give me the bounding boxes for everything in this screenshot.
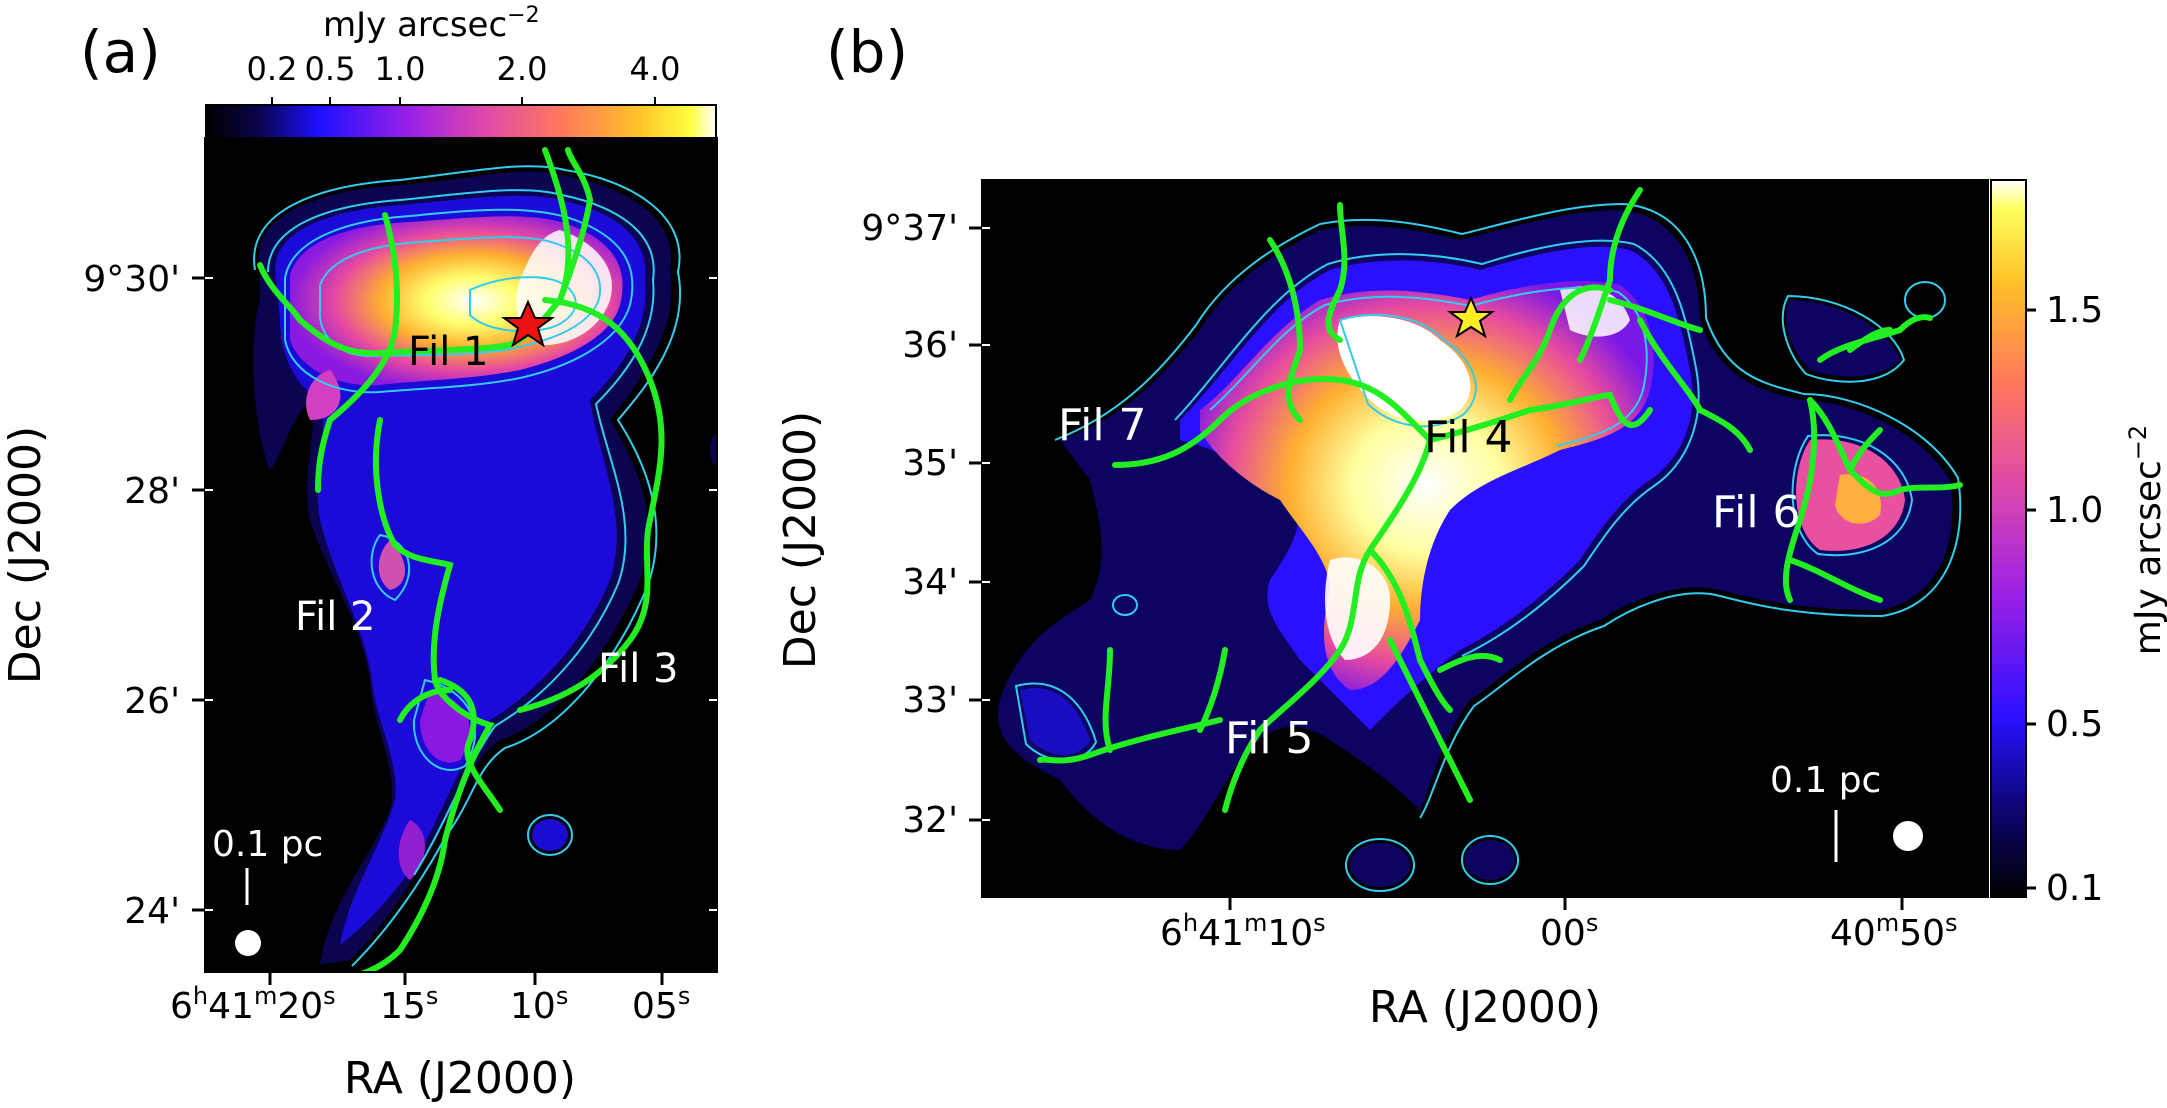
- panel-b-xtick: 40m50s: [1830, 909, 1958, 954]
- panel-a-cbar-tick: 4.0: [630, 50, 681, 88]
- panel-b-cbar-tick: 1.5: [2046, 290, 2103, 331]
- panel-a-label-fil3: Fil 3: [598, 646, 679, 692]
- panel-a-beam: [235, 930, 261, 956]
- panel-b-label-fil6: Fil 6: [1712, 487, 1801, 538]
- panel-a-cbar-tick: 2.0: [497, 50, 548, 88]
- panel-b-xlabel: RA (J2000): [1369, 982, 1601, 1033]
- panel-a-xtick: 6h41m20s: [170, 982, 336, 1027]
- panel-b-emission: [998, 210, 1953, 887]
- panel-b-ylabel: Dec (J2000): [775, 411, 826, 669]
- panel-a-colorbar: mJy arcsec−2 0.2 0.5 1.0 2.0 4.0: [205, 3, 717, 139]
- panel-b-scale-label: 0.1 pc: [1770, 760, 1881, 801]
- panel-a-xtick: 15s: [380, 982, 438, 1027]
- panel-b-colorbar-gradient: [1990, 179, 2027, 898]
- panel-b-xtick: 00s: [1540, 909, 1598, 954]
- panel-a-cbar-tick: 0.2: [247, 50, 298, 88]
- panel-a-label: (a): [80, 18, 161, 86]
- panel-a-colorbar-gradient: [205, 104, 717, 139]
- panel-b-ytick: 33': [902, 680, 958, 721]
- panel-a-xlabel: RA (J2000): [344, 1053, 576, 1104]
- panel-a-ytick: 24': [124, 891, 180, 932]
- panel-a: (a) mJy arcsec−2 0.2 0.5 1.0 2.0 4.0: [0, 3, 718, 1104]
- panel-b-colorbar: 1.5 1.0 0.5 0.1 mJy arcsec−2: [1990, 179, 2167, 909]
- panel-b-filaments: [1037, 187, 1963, 813]
- panel-b-beam: [1893, 821, 1923, 851]
- panel-b-ticks: [969, 226, 1904, 910]
- panel-a-label-fil2: Fil 2: [295, 594, 376, 640]
- panel-a-ytick: 28': [124, 471, 180, 512]
- panel-a-ytick: 9°30': [83, 259, 180, 300]
- panel-b-cbar-tick: 0.5: [2046, 704, 2103, 745]
- panel-b-xtick: 6h41m10s: [1160, 909, 1326, 954]
- panel-a-ylabel: Dec (J2000): [0, 426, 51, 684]
- panel-b-cbar-tick: 1.0: [2046, 490, 2103, 531]
- panel-b-ytick: 32': [902, 800, 958, 841]
- panel-a-star-marker: [500, 299, 556, 348]
- panel-a-contours: [253, 165, 682, 967]
- panel-b-frame: [981, 179, 1989, 898]
- panel-a-cbar-tick: 1.0: [375, 50, 426, 88]
- panel-b-colorbar-unit: mJy arcsec−2: [2124, 425, 2167, 655]
- panel-b-label: (b): [826, 18, 908, 86]
- panel-a-ytick: 26': [124, 681, 180, 722]
- panel-b-ytick: 35': [902, 443, 958, 484]
- panel-a-frame: [204, 137, 718, 973]
- panel-a-label-fil1: Fil 1: [408, 329, 489, 375]
- panel-b: (b): [775, 18, 2167, 1033]
- panel-b-ytick: 36': [902, 325, 958, 366]
- panel-a-colorbar-unit: mJy arcsec−2: [323, 3, 540, 45]
- panel-b-label-fil4: Fil 4: [1424, 412, 1513, 463]
- panel-b-cbar-tick: 0.1: [2046, 868, 2103, 909]
- panel-b-label-fil7: Fil 7: [1058, 400, 1147, 451]
- panel-a-ticks: [192, 276, 664, 985]
- panel-b-contours: [1014, 202, 1962, 892]
- panel-a-cbar-tick: 0.5: [305, 50, 356, 88]
- panel-a-scale-label: 0.1 pc: [212, 824, 323, 865]
- panel-a-xtick: 05s: [632, 982, 690, 1027]
- panel-b-label-fil5: Fil 5: [1225, 713, 1314, 764]
- panel-b-ytick: 9°37': [861, 208, 958, 249]
- panel-b-star-marker: [1447, 295, 1495, 339]
- panel-a-xtick: 10s: [510, 982, 568, 1027]
- panel-b-ytick: 34': [902, 562, 958, 603]
